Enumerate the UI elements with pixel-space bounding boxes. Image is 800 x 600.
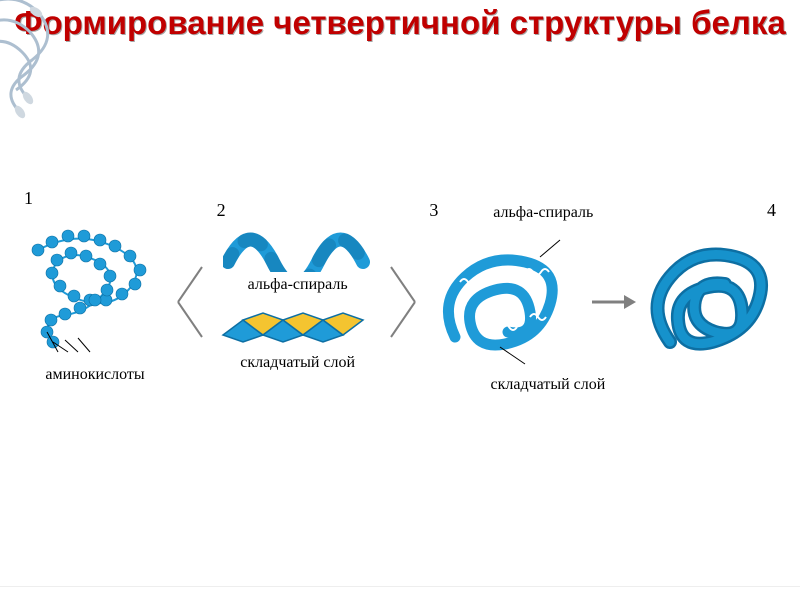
beta-sheet-label: складчатый слой [240, 354, 355, 372]
alpha-helix-label: альфа-спираль [248, 276, 348, 294]
stage-3-top-label: альфа-спираль [493, 204, 593, 222]
split-arrow [174, 247, 208, 357]
diagram-row: 1 [0, 220, 800, 384]
slide-title: Формирование четвертичной структуры белк… [0, 0, 800, 42]
stage-2-pair: альфа-спираль складчатый [218, 232, 378, 372]
merge-arrow [387, 247, 421, 357]
stage-2: 2 альфа-спираль [213, 232, 383, 372]
straight-arrow-svg [590, 290, 636, 314]
slide: Формирование четвертичной структуры белк… [0, 0, 800, 600]
stage-3-number: 3 [429, 200, 438, 221]
stage-1-figure [20, 220, 170, 360]
alpha-helix-svg [223, 232, 373, 272]
tertiary-structure-svg [430, 232, 580, 372]
merge-arrow-svg [387, 247, 421, 357]
straight-arrow [590, 290, 636, 314]
quaternary-structure-svg [640, 232, 780, 372]
stage-3: 3 альфа-спираль [425, 232, 585, 372]
beta-sheet-block: складчатый слой [218, 310, 378, 372]
beta-sheet-svg [218, 310, 378, 350]
stage-4-figure [640, 232, 780, 372]
stage-3-figure [430, 232, 580, 372]
stage-1-number: 1 [24, 188, 33, 209]
stage-4-number: 4 [767, 200, 776, 221]
stage-1-caption: аминокислоты [45, 366, 144, 384]
split-arrow-svg [174, 247, 208, 357]
stage-3-bottom-label: складчатый слой [491, 376, 606, 394]
bottom-bar [0, 586, 800, 600]
stage-2-number: 2 [217, 200, 226, 221]
alpha-helix-block: альфа-спираль [223, 232, 373, 294]
stage-1: 1 [20, 220, 170, 384]
stage-4: 4 [640, 232, 780, 372]
primary-structure-svg [20, 220, 170, 360]
